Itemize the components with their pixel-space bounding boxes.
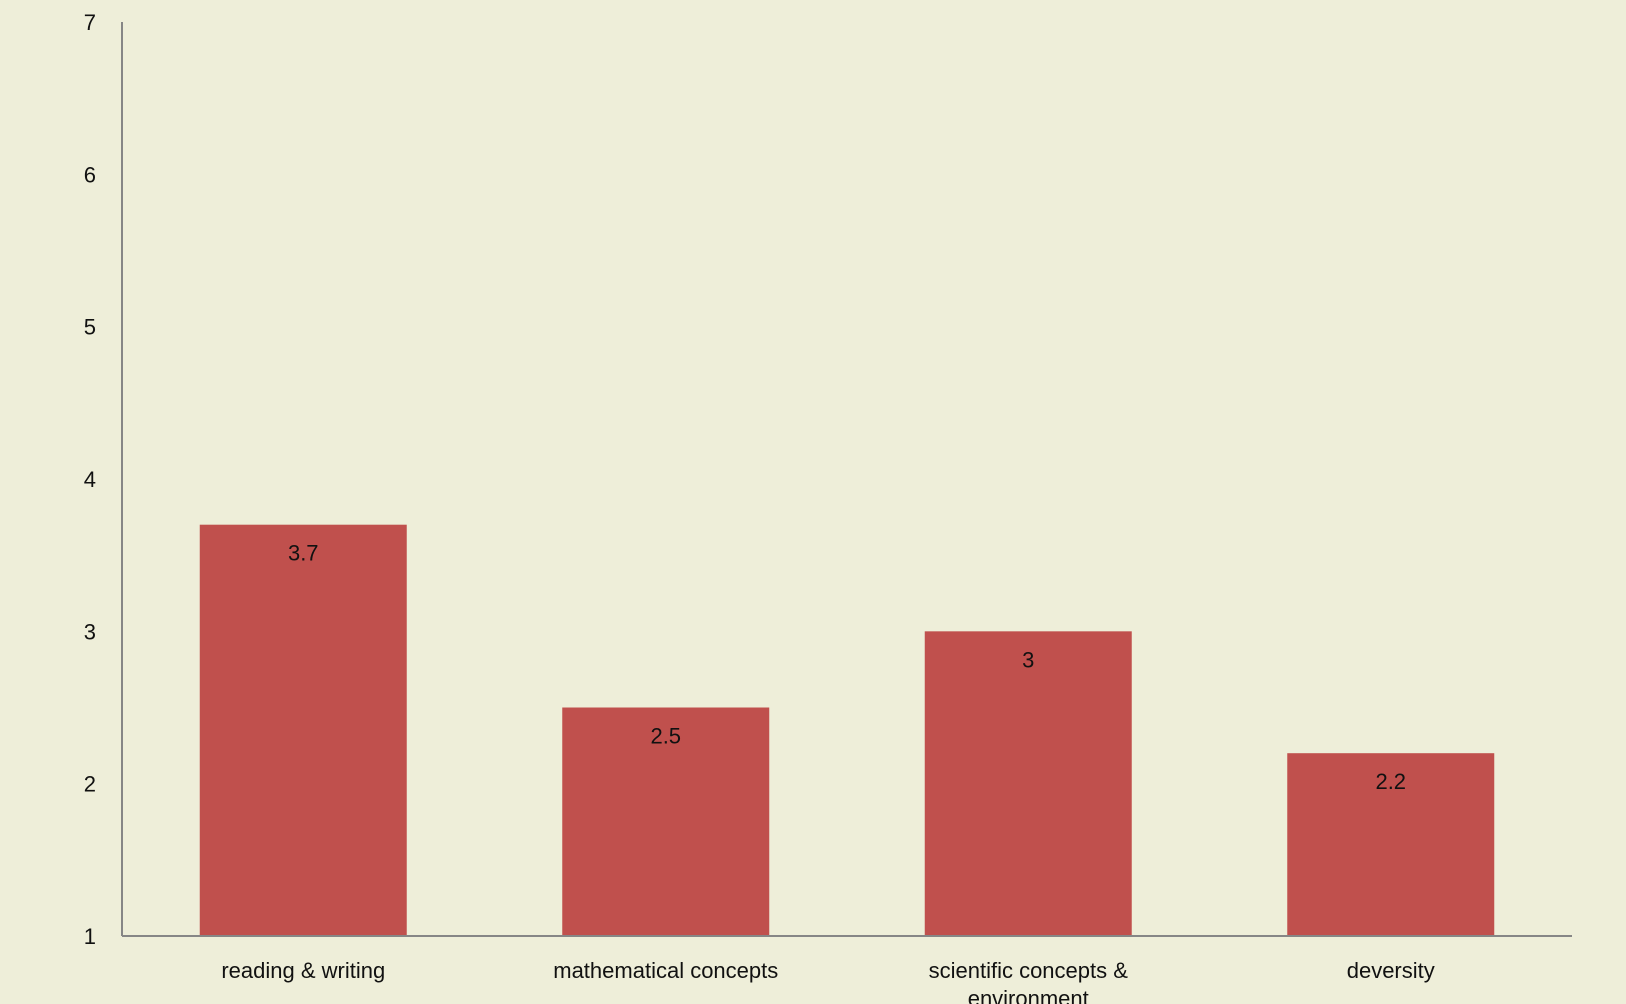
- y-tick-label: 1: [84, 924, 96, 949]
- x-tick-label-line: mathematical concepts: [553, 958, 778, 983]
- x-tick-label: deversity: [1347, 958, 1435, 983]
- bar-value-label: 3: [1022, 647, 1034, 672]
- bar-value-label: 2.2: [1375, 769, 1406, 794]
- x-tick-labels: reading & writing mathematical concepts sc…: [221, 958, 1434, 1004]
- x-tick-label: scientific concepts & environment: [929, 958, 1129, 1004]
- y-tick-label: 3: [84, 619, 96, 644]
- y-tick-labels: 1 2 3 4 5 6 7: [84, 10, 96, 949]
- bar: [199, 524, 407, 936]
- data-labels: 3.7 2.5 3 2.2: [288, 541, 1406, 795]
- bar-value-label: 2.5: [650, 724, 681, 749]
- bar: [924, 631, 1132, 936]
- y-tick-label: 4: [84, 467, 96, 492]
- y-tick-label: 7: [84, 10, 96, 35]
- y-tick-label: 2: [84, 772, 96, 797]
- bar: [1287, 753, 1495, 936]
- x-tick-label: reading & writing: [221, 958, 385, 983]
- x-tick-label-line: deversity: [1347, 958, 1435, 983]
- y-tick-label: 6: [84, 162, 96, 187]
- x-tick-label-line: environment: [968, 986, 1089, 1004]
- x-tick-label: mathematical concepts: [553, 958, 778, 983]
- bar: [562, 707, 770, 936]
- x-tick-label-line: scientific concepts &: [929, 958, 1129, 983]
- y-tick-label: 5: [84, 315, 96, 340]
- bars: [199, 524, 1495, 936]
- bar-value-label: 3.7: [288, 541, 319, 566]
- x-tick-label-line: reading & writing: [221, 958, 385, 983]
